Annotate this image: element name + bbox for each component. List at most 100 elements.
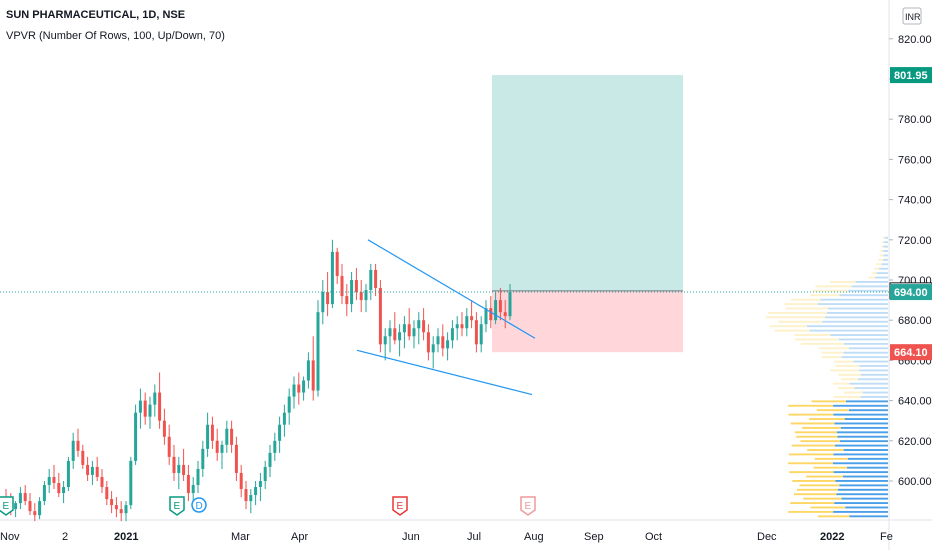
candle-body[interactable]	[455, 324, 459, 329]
candle-body[interactable]	[124, 505, 128, 514]
candle-body[interactable]	[119, 509, 123, 514]
candle-body[interactable]	[220, 444, 224, 453]
candle-body[interactable]	[340, 275, 344, 297]
candle-body[interactable]	[230, 428, 234, 445]
candle-body[interactable]	[81, 450, 85, 465]
candle-body[interactable]	[498, 300, 502, 313]
candle-body[interactable]	[177, 464, 181, 473]
currency-button[interactable]	[902, 7, 922, 25]
candle-body[interactable]	[426, 332, 430, 353]
candle-body[interactable]	[311, 360, 315, 391]
candle-body[interactable]	[191, 485, 195, 494]
candle-body[interactable]	[417, 320, 421, 329]
candle-body[interactable]	[268, 452, 272, 467]
candle-body[interactable]	[210, 424, 214, 441]
candle-body[interactable]	[95, 466, 99, 477]
candle-body[interactable]	[234, 444, 238, 473]
candle-body[interactable]	[263, 466, 267, 481]
candle-body[interactable]	[321, 292, 325, 313]
candle-body[interactable]	[503, 312, 507, 317]
candle-body[interactable]	[407, 324, 411, 337]
candle-body[interactable]	[47, 476, 51, 486]
candle-body[interactable]	[374, 269, 378, 289]
candle-body[interactable]	[66, 460, 70, 488]
candle-body[interactable]	[273, 440, 277, 453]
candle-body[interactable]	[292, 384, 296, 397]
candle-body[interactable]	[158, 392, 162, 421]
candle-body[interactable]	[254, 487, 258, 496]
candle-body[interactable]	[369, 269, 373, 291]
candle-body[interactable]	[489, 308, 493, 321]
candle-body[interactable]	[129, 460, 133, 506]
earnings-marker[interactable]	[520, 496, 536, 516]
candle-body[interactable]	[335, 251, 339, 276]
candle-body[interactable]	[460, 324, 464, 329]
candle-body[interactable]	[378, 288, 382, 345]
candle-body[interactable]	[196, 468, 200, 486]
candle-body[interactable]	[393, 328, 397, 341]
candle-body[interactable]	[172, 456, 176, 473]
candle-body[interactable]	[86, 464, 90, 475]
candle-body[interactable]	[18, 493, 22, 504]
candle-body[interactable]	[470, 316, 474, 321]
candle-body[interactable]	[162, 420, 166, 437]
candle-body[interactable]	[148, 404, 152, 417]
candle-body[interactable]	[71, 440, 75, 461]
candle-body[interactable]	[134, 412, 138, 461]
earnings-marker[interactable]	[0, 496, 14, 516]
candle-body[interactable]	[402, 324, 406, 333]
candle-body[interactable]	[306, 360, 310, 381]
candle-body[interactable]	[244, 489, 248, 502]
candle-body[interactable]	[446, 340, 450, 349]
candle-body[interactable]	[14, 503, 18, 510]
dividend-marker[interactable]	[191, 497, 207, 513]
candle-body[interactable]	[105, 487, 109, 500]
candle-body[interactable]	[38, 501, 42, 516]
candle-body[interactable]	[326, 292, 330, 305]
lower-trendline[interactable]	[356, 349, 533, 396]
candle-body[interactable]	[330, 251, 334, 305]
candle-body[interactable]	[484, 308, 488, 325]
earnings-marker[interactable]	[169, 496, 185, 516]
candle-body[interactable]	[258, 481, 262, 488]
upper-trendline[interactable]	[367, 239, 536, 339]
candle-body[interactable]	[278, 424, 282, 441]
candle-body[interactable]	[215, 440, 219, 453]
candle-body[interactable]	[431, 344, 435, 353]
candle-body[interactable]	[422, 320, 426, 333]
candle-body[interactable]	[206, 424, 210, 449]
candle-body[interactable]	[249, 495, 253, 502]
candle-body[interactable]	[436, 336, 440, 345]
candle-body[interactable]	[76, 440, 80, 451]
candle-body[interactable]	[23, 493, 27, 502]
candle-body[interactable]	[167, 436, 171, 457]
candle-body[interactable]	[52, 476, 56, 484]
candle-body[interactable]	[388, 328, 392, 337]
candle-body[interactable]	[143, 400, 147, 417]
candle-body[interactable]	[28, 501, 32, 512]
candle-body[interactable]	[412, 328, 416, 337]
candle-body[interactable]	[225, 428, 229, 445]
candle-body[interactable]	[364, 290, 368, 301]
candle-body[interactable]	[441, 336, 445, 349]
candle-body[interactable]	[465, 316, 469, 329]
candle-body[interactable]	[182, 464, 186, 475]
candle-body[interactable]	[138, 400, 142, 413]
earnings-marker[interactable]	[392, 496, 408, 516]
candle-body[interactable]	[201, 448, 205, 469]
candle-body[interactable]	[494, 300, 498, 321]
candle-body[interactable]	[474, 320, 478, 345]
candle-body[interactable]	[345, 296, 349, 305]
candle-body[interactable]	[450, 328, 454, 341]
profit-zone[interactable]	[492, 75, 683, 291]
candle-body[interactable]	[42, 485, 46, 502]
candle-body[interactable]	[90, 466, 94, 475]
candle-body[interactable]	[33, 511, 37, 516]
candle-body[interactable]	[297, 384, 301, 393]
candle-body[interactable]	[287, 396, 291, 413]
candle-body[interactable]	[153, 392, 157, 405]
candle-body[interactable]	[359, 292, 363, 301]
candle-body[interactable]	[383, 336, 387, 345]
candle-body[interactable]	[57, 483, 61, 494]
